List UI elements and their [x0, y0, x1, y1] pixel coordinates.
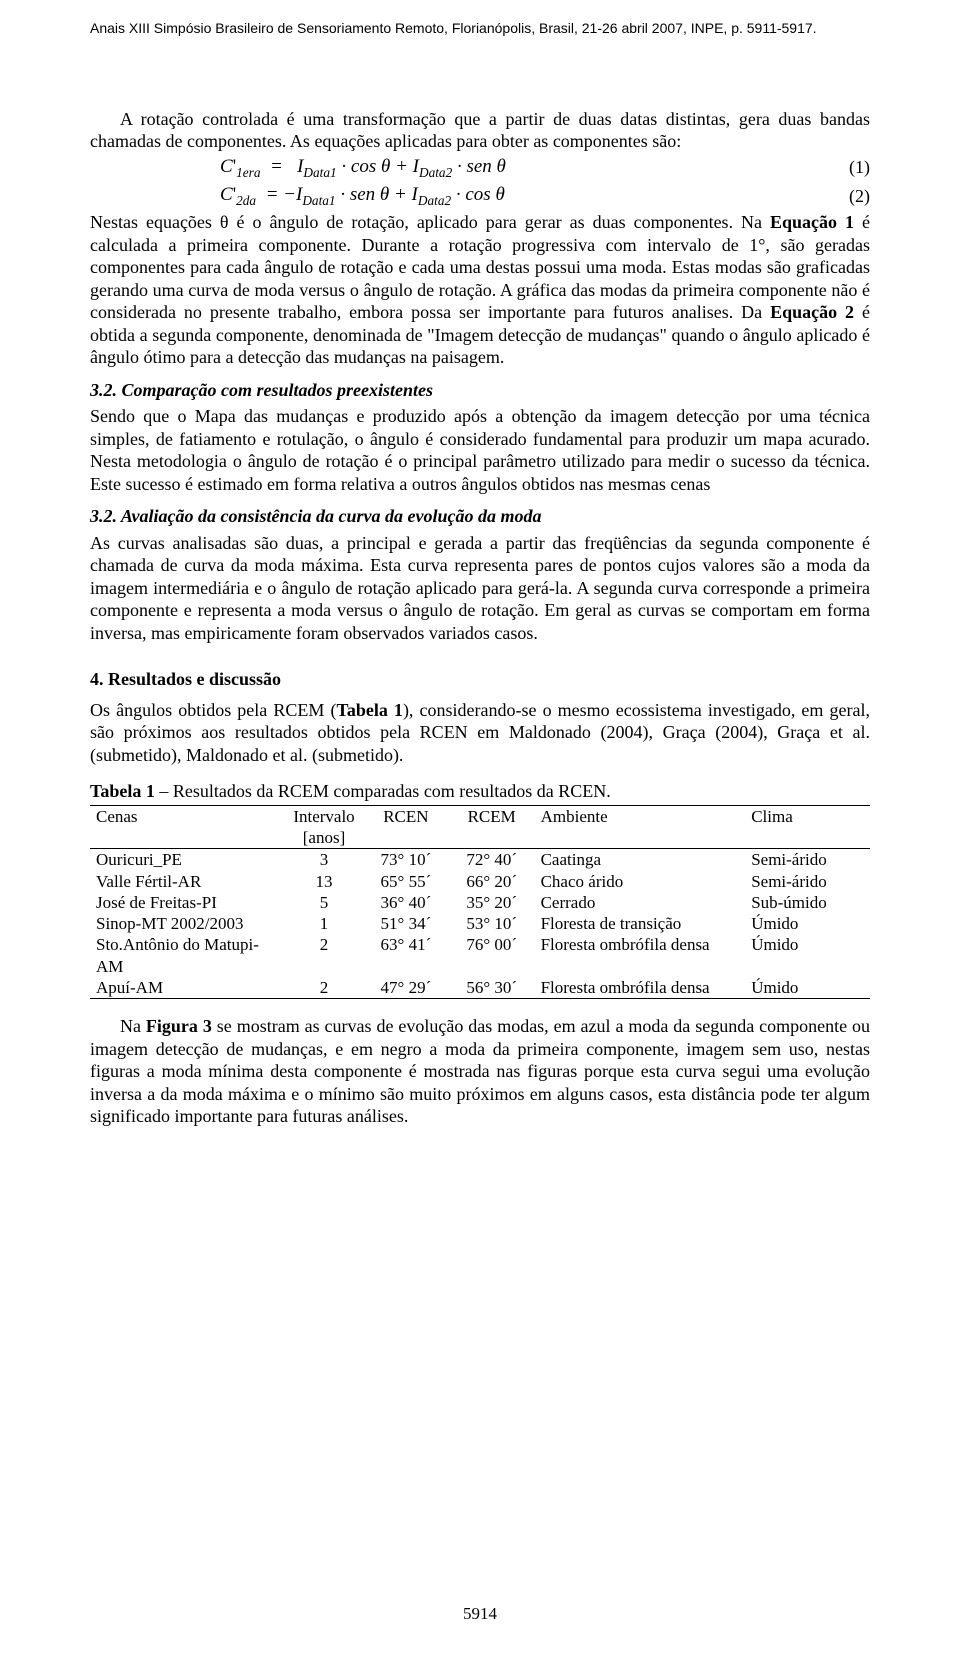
ref-eq1: Equação 1	[770, 212, 854, 232]
cell-rcen: 36° 40´	[363, 892, 449, 913]
cell-clima: Sub-úmido	[745, 892, 870, 913]
col-clima: Clima	[745, 805, 870, 849]
cell-rcem: 76° 00´	[449, 934, 535, 977]
cell-rcen: 73° 10´	[363, 849, 449, 871]
cell-clima: Semi-árido	[745, 871, 870, 892]
table-row: Ouricuri_PE 3 73° 10´ 72° 40´ Caatinga S…	[90, 849, 870, 871]
cell-ambiente: Chaco árido	[535, 871, 746, 892]
col-cenas: Cenas	[90, 805, 285, 849]
eq2-sub: 2da	[236, 193, 256, 208]
cell-rcem: 72° 40´	[449, 849, 535, 871]
table-body: Ouricuri_PE 3 73° 10´ 72° 40´ Caatinga S…	[90, 849, 870, 999]
section-3-2-a: 3.2. Comparação com resultados preexiste…	[90, 379, 870, 402]
text-run: Os ângulos obtidos pela RCEM (	[90, 700, 336, 720]
cell-rcen: 65° 55´	[363, 871, 449, 892]
equation-2: C'2da = −IData1 · sen θ + IData2 · cos θ…	[90, 183, 870, 209]
ref-eq2: Equação 2	[770, 302, 854, 322]
equation-2-number: (2)	[830, 185, 870, 208]
running-header: Anais XIII Simpósio Brasileiro de Sensor…	[90, 20, 870, 38]
col-intervalo-unit: [anos]	[291, 827, 357, 848]
cell-rcen: 51° 34´	[363, 913, 449, 934]
table-1-caption: Tabela 1 – Resultados da RCEM comparadas…	[90, 780, 870, 803]
table-row: José de Freitas-PI 5 36° 40´ 35° 20´ Cer…	[90, 892, 870, 913]
page-number: 5914	[0, 1603, 960, 1624]
cell-intervalo: 13	[285, 871, 363, 892]
table-row: Sto.Antônio do Matupi-AM 2 63° 41´ 76° 0…	[90, 934, 870, 977]
eq1-sub: 1era	[236, 164, 260, 179]
cell-rcem: 56° 30´	[449, 977, 535, 999]
cell-rcem: 66° 20´	[449, 871, 535, 892]
cell-cenas: Apuí-AM	[90, 977, 285, 999]
cell-cenas: Valle Fértil-AR	[90, 871, 285, 892]
cell-ambiente: Floresta de transição	[535, 913, 746, 934]
cell-cenas: Sinop-MT 2002/2003	[90, 913, 285, 934]
table-1: Cenas Intervalo [anos] RCEN RCEM Ambient…	[90, 805, 870, 999]
cell-cenas: Ouricuri_PE	[90, 849, 285, 871]
equation-2-body: C'2da = −IData1 · sen θ + IData2 · cos θ	[210, 183, 830, 209]
table-header-row: Cenas Intervalo [anos] RCEN RCEM Ambient…	[90, 805, 870, 849]
cell-intervalo: 5	[285, 892, 363, 913]
table-row: Valle Fértil-AR 13 65° 55´ 66° 20´ Chaco…	[90, 871, 870, 892]
section-3-2-b: 3.2. Avaliação da consistência da curva …	[90, 505, 870, 528]
section-4: 4. Resultados e discussão	[90, 668, 870, 691]
cell-clima: Úmido	[745, 913, 870, 934]
cell-intervalo: 2	[285, 977, 363, 999]
ref-fig3: Figura 3	[146, 1016, 212, 1036]
col-intervalo: Intervalo [anos]	[285, 805, 363, 849]
paragraph-3: Sendo que o Mapa das mudanças e produzid…	[90, 405, 870, 495]
text-run: Nestas equações θ é o ângulo de rotação,…	[90, 212, 770, 232]
cell-ambiente: Floresta ombrófila densa	[535, 977, 746, 999]
col-ambiente: Ambiente	[535, 805, 746, 849]
table-title: – Resultados da RCEM comparadas com resu…	[155, 781, 611, 801]
table-label: Tabela 1	[90, 781, 155, 801]
cell-ambiente: Caatinga	[535, 849, 746, 871]
paragraph-6: Na Figura 3 se mostram as curvas de evol…	[90, 1015, 870, 1128]
paragraph-intro: A rotação controlada é uma transformação…	[90, 108, 870, 153]
cell-ambiente: Floresta ombrófila densa	[535, 934, 746, 977]
equation-1: C'1era = IData1 · cos θ + IData2 · sen θ…	[90, 155, 870, 181]
equation-1-number: (1)	[830, 156, 870, 179]
cell-clima: Úmido	[745, 934, 870, 977]
cell-intervalo: 1	[285, 913, 363, 934]
cell-ambiente: Cerrado	[535, 892, 746, 913]
paragraph-4: As curvas analisadas são duas, a princip…	[90, 532, 870, 645]
cell-clima: Úmido	[745, 977, 870, 999]
cell-cenas: José de Freitas-PI	[90, 892, 285, 913]
page: Anais XIII Simpósio Brasileiro de Sensor…	[0, 0, 960, 1654]
text-run: Na	[120, 1016, 146, 1036]
col-intervalo-label: Intervalo	[293, 807, 354, 826]
equation-1-body: C'1era = IData1 · cos θ + IData2 · sen θ	[210, 155, 830, 181]
cell-clima: Semi-árido	[745, 849, 870, 871]
paragraph-5: Os ângulos obtidos pela RCEM (Tabela 1),…	[90, 699, 870, 767]
cell-rcem: 53° 10´	[449, 913, 535, 934]
table-row: Apuí-AM 2 47° 29´ 56° 30´ Floresta ombró…	[90, 977, 870, 999]
ref-table1: Tabela 1	[336, 700, 402, 720]
cell-cenas: Sto.Antônio do Matupi-AM	[90, 934, 285, 977]
cell-intervalo: 3	[285, 849, 363, 871]
cell-intervalo: 2	[285, 934, 363, 977]
col-rcem: RCEM	[449, 805, 535, 849]
cell-rcen: 63° 41´	[363, 934, 449, 977]
paragraph-2: Nestas equações θ é o ângulo de rotação,…	[90, 211, 870, 369]
table-row: Sinop-MT 2002/2003 1 51° 34´ 53° 10´ Flo…	[90, 913, 870, 934]
col-rcen: RCEN	[363, 805, 449, 849]
cell-rcen: 47° 29´	[363, 977, 449, 999]
cell-rcem: 35° 20´	[449, 892, 535, 913]
